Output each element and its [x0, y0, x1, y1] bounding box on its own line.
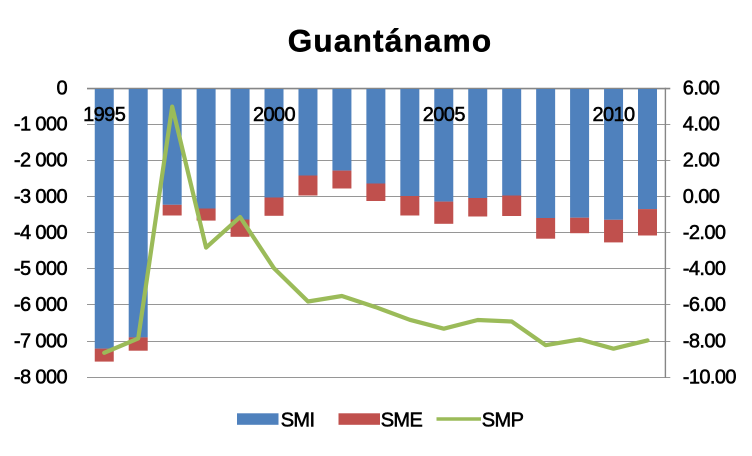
- svg-text:0: 0: [56, 78, 67, 100]
- svg-text:-6.00: -6.00: [683, 294, 726, 316]
- svg-text:2.00: 2.00: [683, 150, 720, 172]
- svg-text:0.00: 0.00: [683, 186, 720, 208]
- svg-text:-8 000: -8 000: [14, 366, 68, 388]
- svg-text:-5 000: -5 000: [14, 258, 68, 280]
- svg-text:-2 000: -2 000: [14, 150, 68, 172]
- svg-text:-3 000: -3 000: [14, 186, 68, 208]
- svg-text:SMI: SMI: [281, 409, 315, 431]
- svg-text:-8.00: -8.00: [683, 330, 726, 352]
- svg-text:-4 000: -4 000: [14, 222, 68, 244]
- svg-text:-6 000: -6 000: [14, 294, 68, 316]
- svg-text:2010: 2010: [592, 104, 635, 126]
- svg-text:-2.00: -2.00: [683, 222, 726, 244]
- svg-text:Guantánamo: Guantánamo: [288, 23, 493, 59]
- svg-text:SMP: SMP: [482, 409, 524, 431]
- svg-text:4.00: 4.00: [683, 114, 720, 136]
- svg-text:SME: SME: [381, 409, 423, 431]
- svg-text:-1 000: -1 000: [14, 114, 68, 136]
- svg-text:-10.00: -10.00: [683, 366, 737, 388]
- svg-text:2000: 2000: [253, 104, 296, 126]
- svg-text:-4.00: -4.00: [683, 258, 726, 280]
- svg-text:6.00: 6.00: [683, 78, 720, 100]
- svg-text:2005: 2005: [423, 104, 466, 126]
- svg-text:-7 000: -7 000: [14, 330, 68, 352]
- svg-text:1995: 1995: [83, 104, 126, 126]
